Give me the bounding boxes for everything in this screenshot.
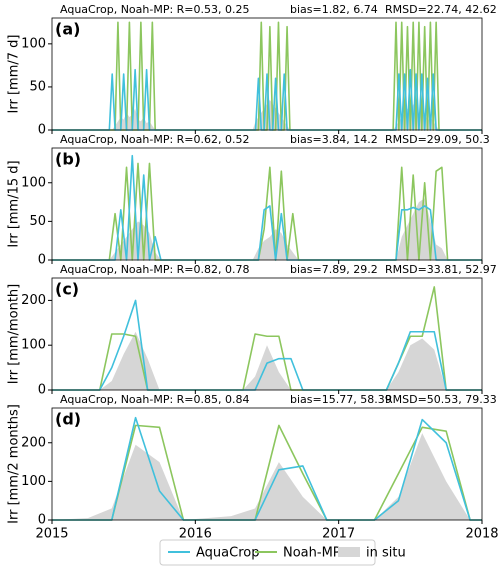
area	[52, 198, 482, 260]
x-tick-label: 2018	[465, 527, 498, 542]
y-axis-label: Irr [mm/month]	[7, 284, 22, 384]
plot-frame	[51, 17, 483, 131]
stat-r: AquaCrop, Noah-MP: R=0.53, 0.25	[60, 3, 250, 16]
y-tick-label: 100	[21, 474, 46, 489]
stat-rmsd: RMSD=22.74, 42.62	[385, 3, 497, 16]
x-tick-label: 2016	[179, 527, 212, 542]
stat-rmsd: RMSD=29.09, 50.3	[385, 133, 490, 146]
stat-r: AquaCrop, Noah-MP: R=0.85, 0.84	[60, 393, 250, 406]
stat-bias: bias=15.77, 58.39	[290, 393, 392, 406]
series-line	[52, 416, 482, 521]
stat-rmsd: RMSD=50.53, 79.33	[385, 393, 497, 406]
legend: AquaCrop Noah-MP in situ	[159, 539, 406, 566]
series-line	[52, 424, 482, 521]
panel-label: (a)	[55, 20, 80, 39]
y-axis-label: Irr [mm/7 d]	[7, 35, 22, 114]
legend-label: AquaCrop	[196, 546, 259, 561]
panel-label: (c)	[55, 280, 79, 299]
y-axis-label: Irr [mm/2 months]	[7, 404, 22, 524]
series-line	[52, 299, 482, 391]
legend-swatch	[338, 547, 360, 557]
stat-r: AquaCrop, Noah-MP: R=0.82, 0.78	[60, 263, 250, 276]
y-tick-label: 100	[21, 175, 46, 190]
series-line	[52, 286, 482, 391]
stat-bias: bias=1.82, 6.74	[290, 3, 378, 16]
panel-label: (d)	[55, 410, 81, 429]
legend-label: in situ	[366, 546, 406, 561]
x-tick-label: 2015	[35, 527, 68, 542]
y-tick-label: 200	[21, 293, 46, 308]
legend-label: Noah-MP	[283, 546, 341, 561]
stat-bias: bias=3.84, 14.2	[290, 133, 378, 146]
area	[52, 331, 482, 390]
y-tick-label: 100	[21, 338, 46, 353]
stat-bias: bias=7.89, 29.2	[290, 263, 378, 276]
y-tick-label: 0	[38, 513, 46, 528]
y-tick-label: 0	[38, 253, 46, 268]
y-tick-label: 100	[21, 36, 46, 51]
y-tick-label: 200	[21, 435, 46, 450]
y-tick-label: 50	[29, 79, 46, 94]
x-tick-label: 2017	[322, 527, 355, 542]
stat-r: AquaCrop, Noah-MP: R=0.62, 0.52	[60, 133, 250, 146]
y-axis-label: Irr [mm/15 d]	[7, 160, 22, 247]
area	[52, 433, 482, 520]
y-tick-label: 0	[38, 123, 46, 138]
series-line	[52, 21, 482, 131]
plot-frame	[51, 147, 483, 261]
plot-frame	[51, 407, 483, 521]
plot-frame	[51, 277, 483, 391]
y-tick-label: 0	[38, 383, 46, 398]
y-tick-label: 50	[29, 214, 46, 229]
panel-label: (b)	[55, 150, 81, 169]
stat-rmsd: RMSD=33.81, 52.97	[385, 263, 497, 276]
